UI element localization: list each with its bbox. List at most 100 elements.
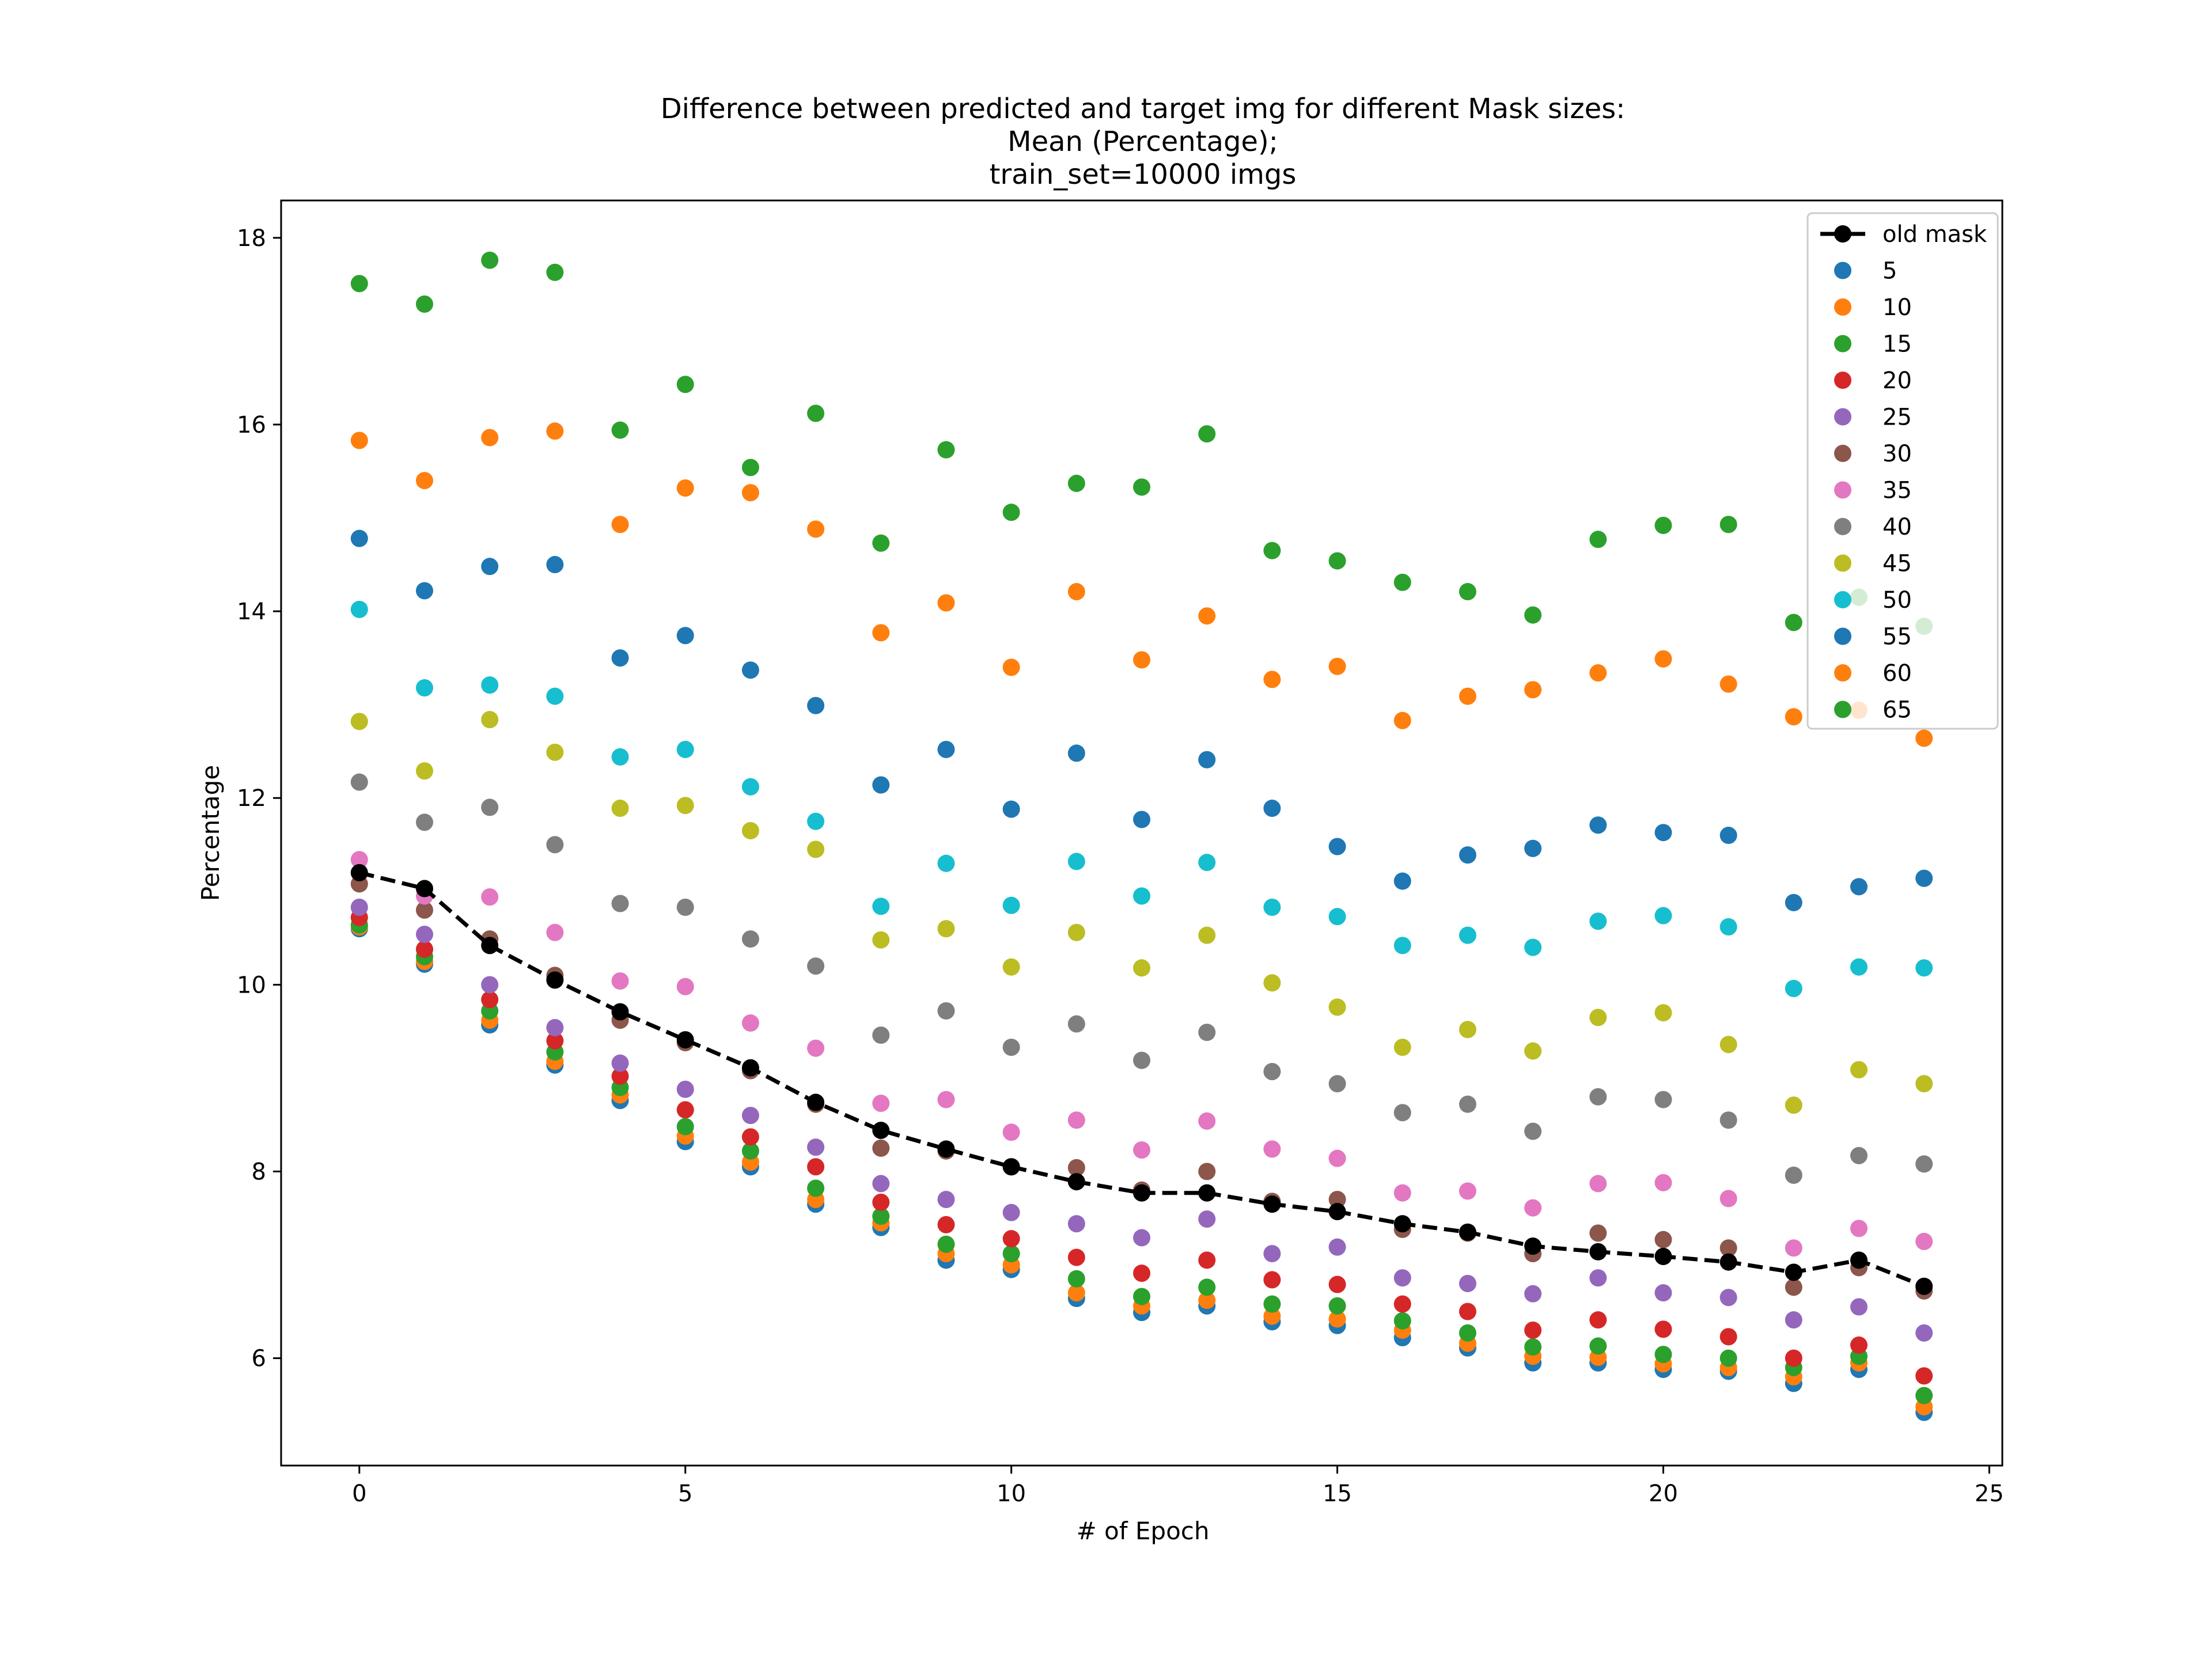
data-point: [872, 624, 890, 642]
legend-marker: [1834, 225, 1851, 243]
data-point: [1263, 898, 1281, 916]
legend-marker: [1834, 591, 1851, 608]
data-point: [1393, 1295, 1411, 1313]
data-point: [1915, 869, 1933, 887]
legend-label: 60: [1883, 660, 1912, 687]
data-point: [546, 1019, 564, 1036]
legend-marker: [1834, 554, 1851, 572]
data-point: [1393, 573, 1411, 591]
data-point: [1524, 681, 1542, 699]
data-point: [611, 516, 629, 533]
data-point: [1328, 657, 1346, 675]
data-point: [546, 971, 564, 989]
data-point: [1915, 1075, 1933, 1093]
data-point: [1850, 1336, 1868, 1354]
data-point: [741, 459, 759, 476]
legend-label: 55: [1883, 624, 1912, 650]
series-60: [350, 422, 1933, 747]
data-point: [350, 275, 368, 293]
data-point: [937, 1216, 955, 1233]
legend-marker: [1834, 372, 1851, 389]
data-point: [1328, 552, 1346, 570]
data-point: [1328, 908, 1346, 926]
data-point: [1002, 896, 1020, 914]
legend-item: 25: [1834, 404, 1912, 431]
y-axis-label: Percentage: [196, 765, 225, 901]
data-point: [350, 851, 368, 869]
data-point: [611, 421, 629, 439]
data-point: [676, 376, 694, 393]
data-point: [1393, 1184, 1411, 1202]
data-point: [1850, 878, 1868, 896]
data-point: [350, 600, 368, 618]
data-point: [872, 1139, 890, 1157]
data-point: [1654, 1320, 1672, 1338]
data-point: [1589, 531, 1607, 548]
data-point: [1133, 478, 1150, 496]
data-point: [1915, 1324, 1933, 1342]
legend-label: 30: [1883, 441, 1912, 467]
data-point: [1002, 958, 1020, 976]
data-point: [1589, 1337, 1607, 1355]
data-point: [872, 1207, 890, 1225]
data-point: [1067, 1111, 1085, 1129]
legend-item: 35: [1834, 478, 1912, 504]
data-point: [807, 841, 825, 858]
data-point: [1459, 926, 1476, 944]
data-point: [1654, 1091, 1672, 1108]
data-point: [1785, 979, 1802, 997]
series-65: [350, 251, 1933, 635]
data-point: [1393, 711, 1411, 729]
data-point: [676, 627, 694, 645]
data-point: [611, 1003, 629, 1021]
legend-marker: [1834, 408, 1851, 426]
legend-label: 35: [1883, 478, 1912, 504]
data-point: [1589, 816, 1607, 834]
data-point: [416, 582, 433, 600]
legend-marker: [1834, 481, 1851, 499]
data-point: [1785, 1278, 1802, 1296]
data-point: [611, 800, 629, 817]
legend-item: 60: [1834, 660, 1912, 687]
legend-item: old mask: [1820, 221, 1987, 248]
data-point: [1654, 1173, 1672, 1191]
data-point: [1198, 1278, 1216, 1296]
data-point: [1263, 1063, 1281, 1081]
data-point: [1459, 1223, 1476, 1241]
y-tick-label: 14: [237, 599, 266, 625]
data-point: [1198, 425, 1216, 443]
data-point: [937, 920, 955, 938]
data-point: [1002, 1158, 1020, 1176]
data-point: [1785, 1239, 1802, 1257]
data-point: [1198, 1210, 1216, 1228]
data-point: [872, 776, 890, 794]
data-point: [350, 864, 368, 881]
data-point: [1785, 1349, 1802, 1367]
data-point: [1589, 913, 1607, 930]
legend-item: 40: [1834, 514, 1912, 540]
data-point: [741, 1014, 759, 1032]
data-point: [481, 937, 499, 955]
legend-item: 20: [1834, 368, 1912, 394]
data-point: [1133, 1184, 1150, 1202]
data-point: [1263, 1307, 1281, 1325]
data-point: [1002, 1203, 1020, 1221]
legend-label: 25: [1883, 404, 1912, 431]
data-point: [1002, 800, 1020, 818]
data-point: [1263, 1295, 1281, 1313]
data-point: [1067, 1173, 1085, 1191]
series-50: [350, 600, 1933, 997]
data-point: [741, 484, 759, 502]
data-point: [1067, 923, 1085, 941]
data-point: [937, 594, 955, 612]
data-point: [1524, 1122, 1542, 1140]
data-point: [546, 687, 564, 705]
data-point: [1850, 1146, 1868, 1164]
data-point: [1328, 1191, 1346, 1209]
data-point: [1850, 1298, 1868, 1316]
data-point: [1067, 1015, 1085, 1033]
data-point: [611, 1067, 629, 1085]
data-point: [1263, 1271, 1281, 1289]
chart-title-line-1: Difference between predicted and target …: [661, 93, 1626, 125]
y-tick-label: 8: [252, 1159, 266, 1185]
